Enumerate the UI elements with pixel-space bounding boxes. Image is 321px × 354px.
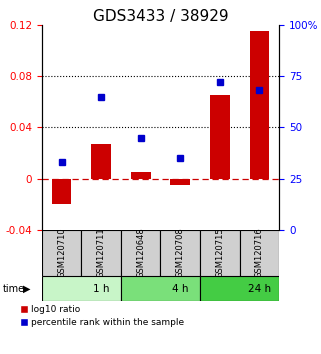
Text: GSM120716: GSM120716 [255, 228, 264, 279]
Text: GSM120710: GSM120710 [57, 228, 66, 279]
Bar [249, 31, 269, 179]
Bar [200, 230, 240, 276]
Bar [81, 230, 121, 276]
Text: 1 h: 1 h [93, 284, 109, 293]
Bar [210, 95, 230, 179]
Bar [121, 276, 200, 301]
Text: GSM120708: GSM120708 [176, 228, 185, 279]
Text: GSM120648: GSM120648 [136, 228, 145, 279]
Legend: log10 ratio, percentile rank within the sample: log10 ratio, percentile rank within the … [21, 306, 185, 327]
Text: GSM120715: GSM120715 [215, 228, 224, 279]
Bar [240, 230, 279, 276]
Text: 4 h: 4 h [172, 284, 188, 293]
Bar [42, 276, 121, 301]
Bar [52, 179, 71, 205]
Title: GDS3433 / 38929: GDS3433 / 38929 [93, 8, 228, 24]
Bar [160, 230, 200, 276]
Bar [91, 144, 111, 179]
Bar [42, 230, 81, 276]
Bar [131, 172, 151, 179]
Text: GSM120711: GSM120711 [97, 228, 106, 279]
Text: time: time [3, 284, 25, 293]
Bar [200, 276, 279, 301]
Text: ▶: ▶ [22, 284, 30, 293]
Bar [170, 179, 190, 185]
Text: 24 h: 24 h [248, 284, 271, 293]
Bar [121, 230, 160, 276]
